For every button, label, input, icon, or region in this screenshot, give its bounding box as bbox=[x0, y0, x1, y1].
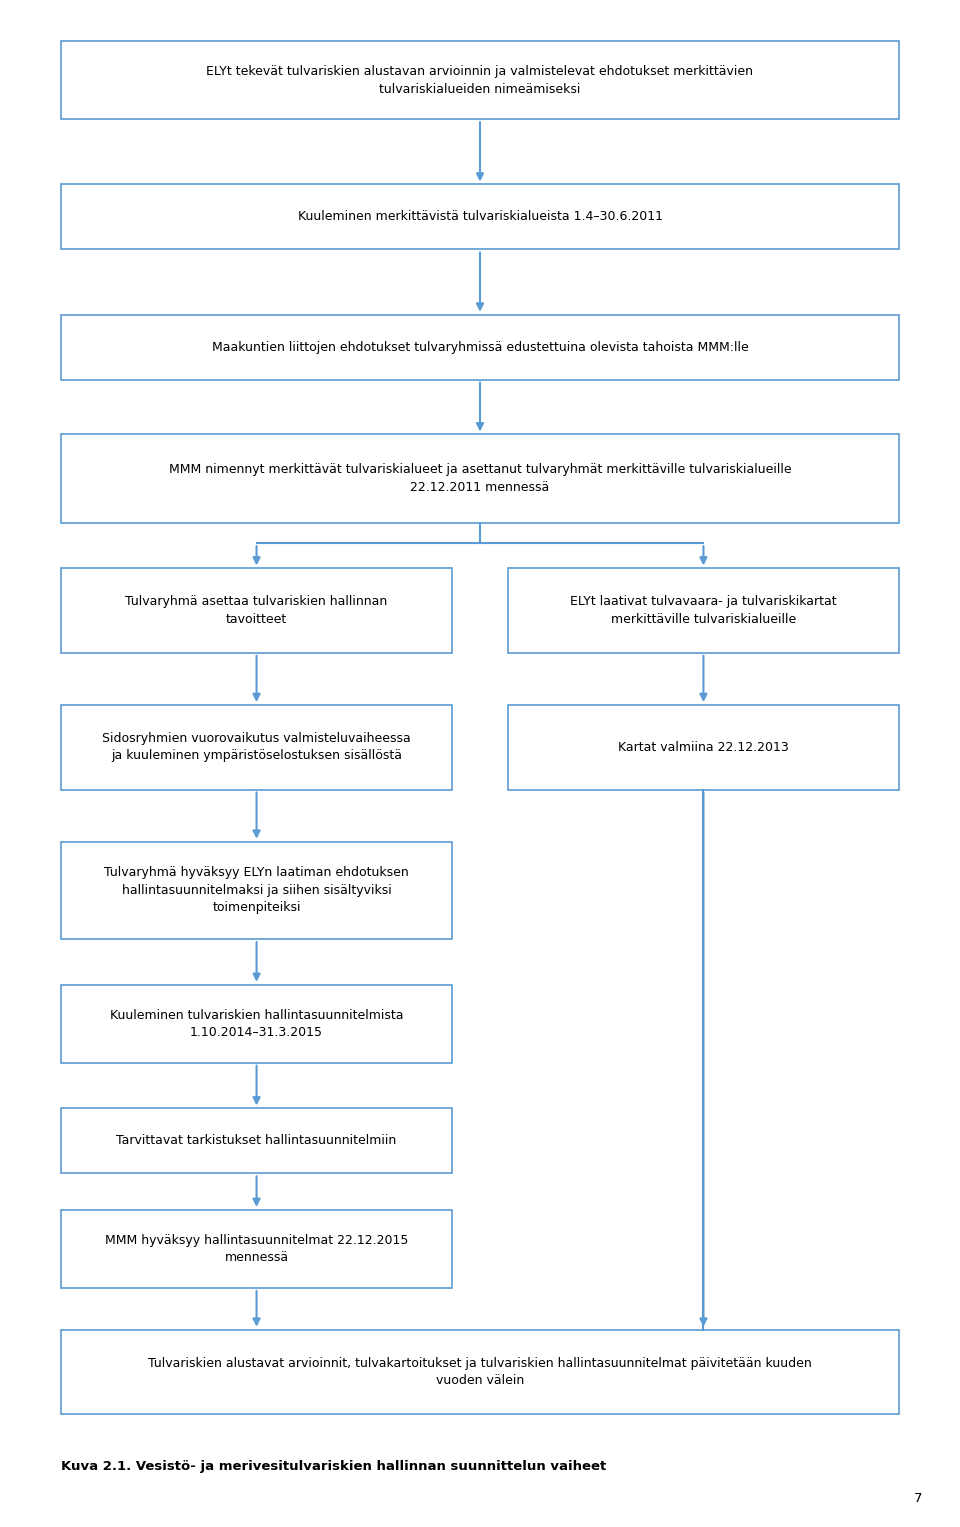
FancyBboxPatch shape bbox=[508, 568, 899, 654]
Text: Tulvaryhmä hyväksyy ELYn laatiman ehdotuksen
hallintasuunnitelmaksi ja siihen si: Tulvaryhmä hyväksyy ELYn laatiman ehdotu… bbox=[105, 866, 409, 915]
FancyBboxPatch shape bbox=[61, 434, 899, 522]
Text: Tulvaryhmä asettaa tulvariskien hallinnan
tavoitteet: Tulvaryhmä asettaa tulvariskien hallinna… bbox=[126, 596, 388, 626]
Text: MMM nimennyt merkittävät tulvariskialueet ja asettanut tulvaryhmät merkittäville: MMM nimennyt merkittävät tulvariskialuee… bbox=[169, 463, 791, 493]
Text: MMM hyväksyy hallintasuunnitelmat 22.12.2015
mennessä: MMM hyväksyy hallintasuunnitelmat 22.12.… bbox=[105, 1234, 408, 1264]
Text: 7: 7 bbox=[914, 1492, 923, 1506]
FancyBboxPatch shape bbox=[61, 315, 899, 380]
Text: Tarvittavat tarkistukset hallintasuunnitelmiin: Tarvittavat tarkistukset hallintasuunnit… bbox=[116, 1135, 396, 1147]
Text: ELYt tekevät tulvariskien alustavan arvioinnin ja valmistelevat ehdotukset merki: ELYt tekevät tulvariskien alustavan arvi… bbox=[206, 66, 754, 96]
Text: Kuva 2.1. Vesistö- ja merivesitulvariskien hallinnan suunnittelun vaiheet: Kuva 2.1. Vesistö- ja merivesitulvariski… bbox=[61, 1460, 607, 1472]
Text: Kuuleminen tulvariskien hallintasuunnitelmista
1.10.2014–31.3.2015: Kuuleminen tulvariskien hallintasuunnite… bbox=[109, 1008, 403, 1038]
FancyBboxPatch shape bbox=[61, 185, 899, 249]
FancyBboxPatch shape bbox=[61, 1209, 452, 1287]
FancyBboxPatch shape bbox=[508, 705, 899, 789]
Text: Tulvariskien alustavat arvioinnit, tulvakartoitukset ja tulvariskien hallintasuu: Tulvariskien alustavat arvioinnit, tulva… bbox=[148, 1356, 812, 1387]
Text: ELYt laativat tulvavaara- ja tulvariskikartat
merkittäville tulvariskialueille: ELYt laativat tulvavaara- ja tulvariskik… bbox=[570, 596, 837, 626]
FancyBboxPatch shape bbox=[61, 1109, 452, 1173]
FancyBboxPatch shape bbox=[61, 705, 452, 789]
Text: Maakuntien liittojen ehdotukset tulvaryhmissä edustettuina olevista tahoista MMM: Maakuntien liittojen ehdotukset tulvaryh… bbox=[211, 341, 749, 354]
Text: Kartat valmiina 22.12.2013: Kartat valmiina 22.12.2013 bbox=[618, 741, 789, 754]
FancyBboxPatch shape bbox=[61, 841, 452, 939]
FancyBboxPatch shape bbox=[61, 1330, 899, 1414]
FancyBboxPatch shape bbox=[61, 568, 452, 654]
FancyBboxPatch shape bbox=[61, 41, 899, 119]
FancyBboxPatch shape bbox=[61, 985, 452, 1063]
Text: Kuuleminen merkittävistä tulvariskialueista 1.4–30.6.2011: Kuuleminen merkittävistä tulvariskialuei… bbox=[298, 211, 662, 223]
Text: Sidosryhmien vuorovaikutus valmisteluvaiheessa
ja kuuleminen ympäristöselostukse: Sidosryhmien vuorovaikutus valmisteluvai… bbox=[102, 731, 411, 762]
